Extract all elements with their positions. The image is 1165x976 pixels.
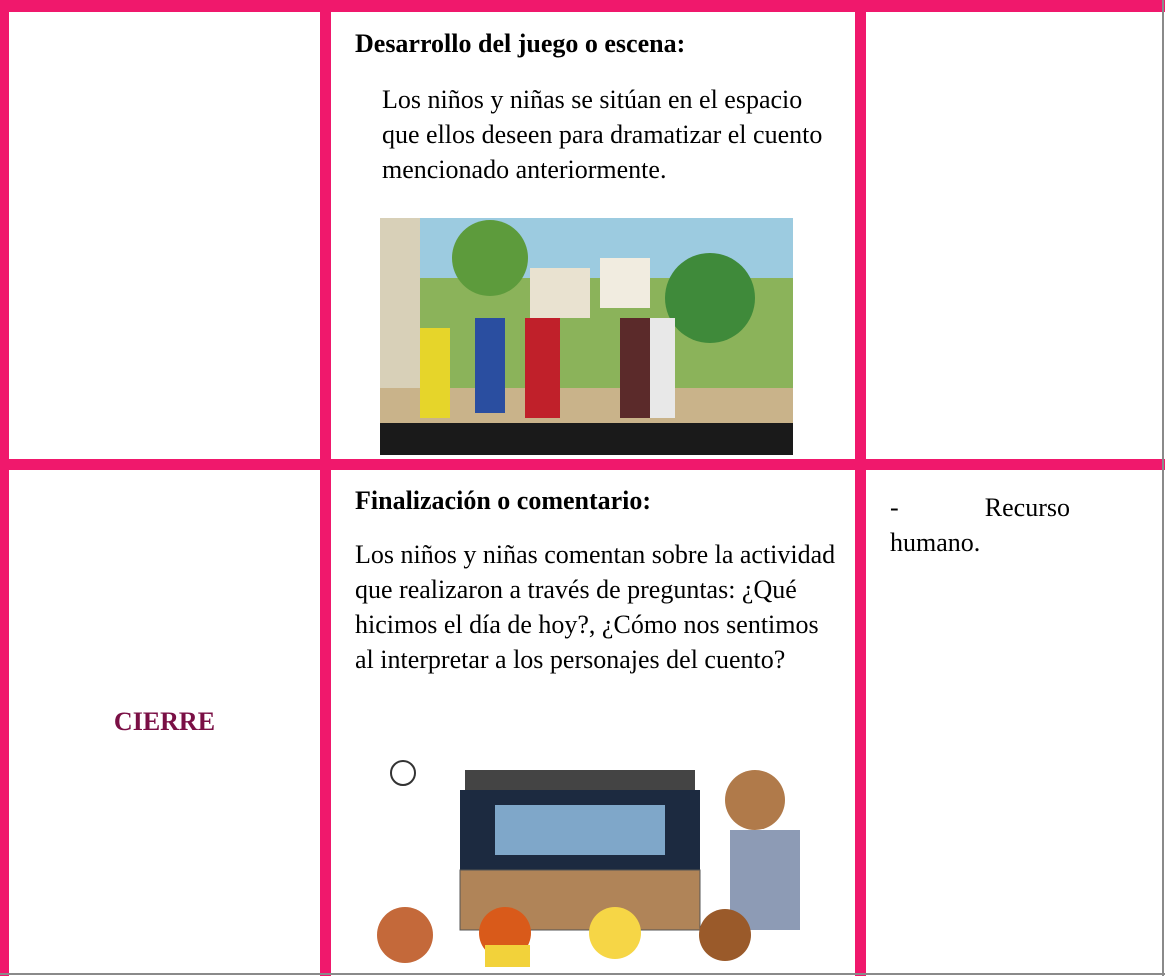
heading: Desarrollo del juego o escena: bbox=[355, 29, 686, 58]
border-col2 bbox=[855, 0, 866, 976]
border-row bbox=[0, 459, 1165, 470]
border-col1 bbox=[320, 0, 331, 976]
border-top bbox=[0, 0, 1165, 12]
border-right bbox=[1162, 0, 1164, 976]
heading: Finalización o comentario: bbox=[355, 486, 652, 515]
border-bottom bbox=[0, 973, 1165, 975]
resources: - Recurso humano. bbox=[890, 493, 1070, 557]
illustration bbox=[377, 760, 800, 967]
paragraph: Los niños y niñas se sitúan en el espaci… bbox=[382, 85, 823, 184]
border-left bbox=[0, 0, 9, 976]
photo-stage bbox=[380, 218, 793, 455]
paragraph: Los niños y niñas comentan sobre la acti… bbox=[355, 540, 836, 674]
stage-label: CIERRE bbox=[113, 706, 216, 736]
